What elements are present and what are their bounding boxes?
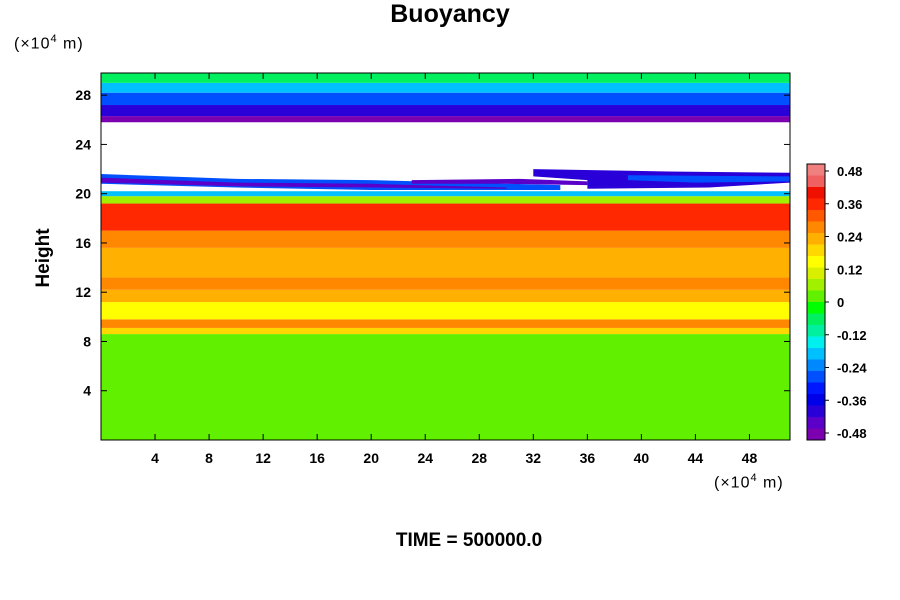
buoyancy-layer-4 — [101, 289, 790, 303]
x-tick-label-4: 4 — [151, 450, 159, 466]
colorbar-swatch-5 — [807, 221, 825, 234]
colorbar-tick-label: 0.48 — [837, 164, 862, 179]
time-label: TIME = — [395, 530, 463, 551]
buoyancy-cloud-band-4 — [627, 175, 790, 183]
time-value: 500000.0 — [462, 530, 543, 551]
colorbar-swatch-10 — [807, 279, 825, 291]
colorbar-swatch-11 — [807, 290, 825, 303]
y-tick-label-28: 28 — [75, 87, 91, 103]
buoyancy-layer-5 — [101, 277, 790, 290]
plot-area — [100, 72, 791, 441]
buoyancy-layer-7 — [101, 230, 790, 248]
colorbar-tick-label: -0.36 — [837, 393, 867, 408]
y-axis-unit: (×104 m) — [14, 33, 84, 53]
buoyancy-cloud-band-2 — [411, 178, 588, 186]
colorbar-swatch-17 — [807, 359, 825, 372]
colorbar-tick-label: 0 — [837, 295, 844, 310]
y-tick-label-12: 12 — [75, 284, 91, 300]
colorbar-swatch-1 — [807, 175, 825, 188]
x-tick-label-12: 12 — [255, 450, 271, 466]
colorbar-swatch-7 — [807, 244, 825, 257]
colorbar-swatch-3 — [807, 198, 825, 211]
colorbar-swatch-13 — [807, 313, 825, 326]
buoyancy-layer-12 — [101, 105, 790, 117]
buoyancy-cloud-band-1 — [101, 177, 507, 189]
colorbar-tick-label: -0.48 — [837, 426, 867, 441]
colorbar-swatch-18 — [807, 371, 825, 383]
x-axis: 4 8 12 16 20 24 28 32 36 40 44 48 — [151, 73, 757, 466]
y-tick-label-24: 24 — [75, 136, 91, 152]
colorbar-tick-label: 0.36 — [837, 197, 862, 212]
plot-frame — [100, 72, 791, 441]
colorbar-swatch-22 — [807, 417, 825, 429]
y-tick-label-20: 20 — [75, 186, 91, 202]
buoyancy-layer-10 — [101, 191, 790, 197]
x-tick-label-36: 36 — [580, 450, 596, 466]
colorbar-swatch-15 — [807, 336, 825, 349]
colorbar-tick-label: 0.12 — [837, 262, 862, 277]
buoyancy-layer-13 — [101, 92, 790, 106]
colorbar-tick-label: 0.24 — [837, 230, 863, 245]
colorbar-swatch-14 — [807, 325, 825, 337]
buoyancy-layer-9 — [101, 196, 790, 204]
buoyancy-layer-11 — [101, 116, 790, 123]
colorbar-swatch-20 — [807, 394, 825, 406]
buoyancy-layer-3 — [101, 302, 790, 320]
time-readout: TIME = 500000.0 — [0, 530, 900, 552]
x-tick-label-24: 24 — [417, 450, 433, 466]
buoyancy-layer-14 — [101, 82, 790, 93]
colorbar-swatch-9 — [807, 267, 825, 280]
x-tick-label-40: 40 — [634, 450, 650, 466]
x-tick-label-44: 44 — [688, 450, 704, 466]
buoyancy-layer-6 — [101, 247, 790, 278]
chart-title: Buoyancy — [390, 0, 510, 28]
y-axis: 4 8 12 16 20 24 28 — [75, 87, 790, 399]
buoyancy-layer-15 — [101, 73, 790, 83]
y-tick-label-16: 16 — [75, 235, 91, 251]
buoyancy-layer-1 — [101, 327, 790, 335]
colorbar-tick-label: -0.24 — [837, 361, 867, 376]
buoyancy-layer-0 — [101, 334, 790, 440]
y-tick-label-8: 8 — [83, 333, 91, 349]
x-tick-label-8: 8 — [205, 450, 213, 466]
colorbar-swatch-23 — [807, 428, 825, 441]
colorbar-tick-label: -0.12 — [837, 328, 867, 343]
x-axis-unit: (×104 m) — [714, 472, 784, 492]
buoyancy-layer-8 — [101, 203, 790, 231]
x-tick-label-28: 28 — [471, 450, 487, 466]
x-tick-label-48: 48 — [742, 450, 758, 466]
y-tick-label-4: 4 — [83, 383, 91, 399]
x-tick-label-20: 20 — [363, 450, 379, 466]
colorbar-swatch-6 — [807, 233, 825, 245]
colorbar: 0.48 0.36 0.24 0.12 0 -0.12 -0.24 -0.36 -0.48 — [806, 163, 867, 441]
colorbar-swatch-8 — [807, 256, 825, 268]
colorbar-swatch-12 — [807, 302, 825, 314]
colorbar-swatch-16 — [807, 348, 825, 360]
colorbar-swatch-4 — [807, 210, 825, 222]
colorbar-swatch-0 — [807, 164, 825, 176]
colorbar-swatch-21 — [807, 405, 825, 418]
x-tick-label-16: 16 — [309, 450, 325, 466]
buoyancy-layer-2 — [101, 319, 790, 328]
colorbar-swatch-2 — [807, 187, 825, 199]
x-tick-label-32: 32 — [526, 450, 542, 466]
colorbar-swatch-19 — [807, 382, 825, 395]
